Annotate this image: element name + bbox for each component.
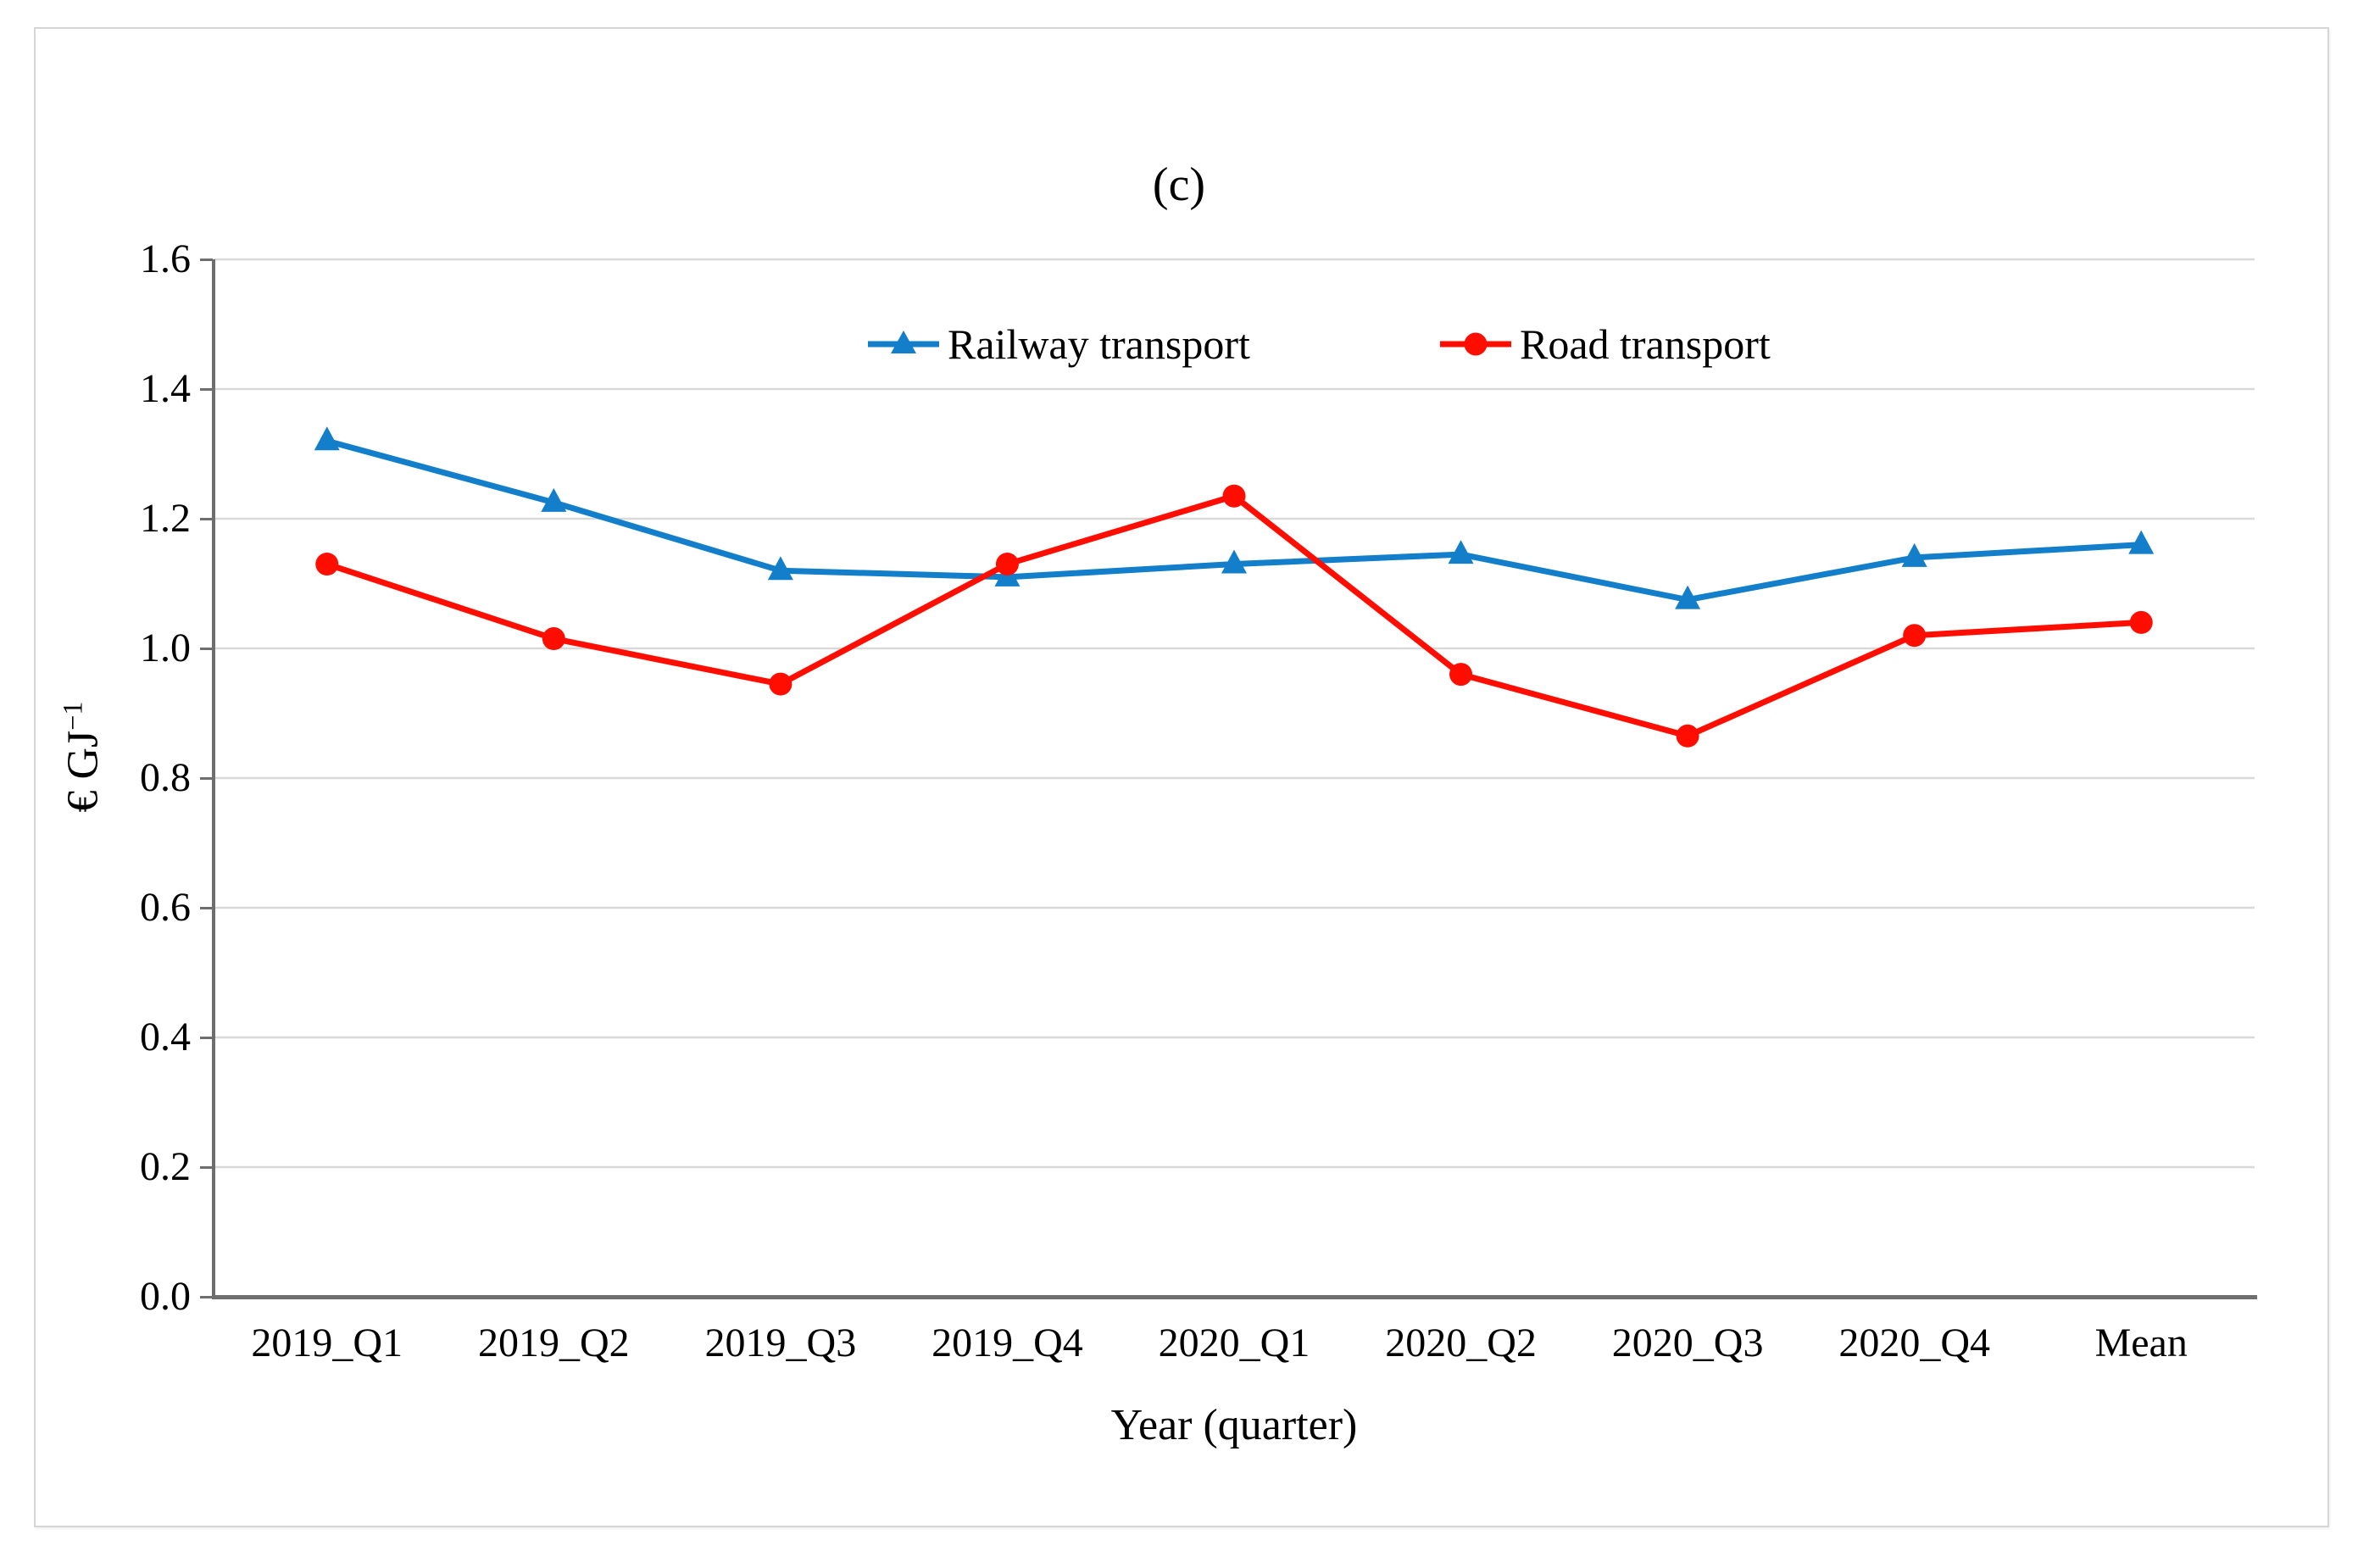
y-axis-line xyxy=(212,259,215,1299)
legend-item-road-transport: Road transport xyxy=(1438,320,1771,368)
y-tick-label: 1.2 xyxy=(140,496,191,541)
legend-label-road-transport: Road transport xyxy=(1520,320,1771,368)
railway-series-legend-icon xyxy=(868,331,939,353)
road-transport-data-point-marker xyxy=(2129,610,2153,634)
triangle-marker-icon xyxy=(891,331,916,353)
x-tick-label: 2019_Q1 xyxy=(251,1321,403,1365)
y-tick-label: 1.0 xyxy=(140,626,191,670)
y-tick-mark xyxy=(200,517,213,520)
railway-transport-data-point-marker xyxy=(1448,540,1474,564)
figure-border xyxy=(34,27,2329,1527)
plot-area xyxy=(214,258,2255,1169)
x-tick-label: 2019_Q4 xyxy=(932,1321,1083,1365)
y-tick-mark xyxy=(200,1295,213,1298)
y-tick-mark xyxy=(200,1165,213,1169)
x-tick-label: 2019_Q3 xyxy=(704,1321,857,1365)
y-tick-mark xyxy=(200,1036,213,1039)
x-tick-label: 2020_Q4 xyxy=(1838,1321,1990,1365)
x-tick-label: 2020_Q1 xyxy=(1158,1321,1310,1365)
y-tick-label: 0.0 xyxy=(140,1274,191,1319)
railway-transport-data-point-marker xyxy=(314,426,340,451)
y-tick-label: 0.8 xyxy=(140,755,191,800)
railway-transport-line xyxy=(324,437,2144,603)
railway-transport-data-point-marker xyxy=(767,556,793,581)
y-tick-label: 0.4 xyxy=(140,1015,191,1059)
chart-title: (c) xyxy=(1152,158,1206,211)
x-axis-title: Year (quarter) xyxy=(1110,1401,1358,1449)
y-tick-label: 0.2 xyxy=(140,1144,191,1189)
road-transport-data-point-marker xyxy=(995,553,1019,576)
railway-transport-data-point-marker xyxy=(1901,542,1927,567)
road-transport-data-point-marker xyxy=(1903,624,1927,648)
railway-transport-data-point-marker xyxy=(2128,530,2155,554)
legend-item-railway-transport: Railway transport xyxy=(866,320,1250,368)
y-tick-mark xyxy=(200,258,213,261)
y-tick-mark xyxy=(200,776,213,780)
y-axis-title-superscript: −1 xyxy=(57,701,88,731)
railway-transport-data-point-marker xyxy=(541,487,567,512)
road-transport-data-point-marker xyxy=(1676,724,1699,748)
y-tick-label: 0.6 xyxy=(140,885,191,930)
x-axis-line xyxy=(212,1295,2257,1299)
legend-label-railway-transport: Railway transport xyxy=(948,320,1250,368)
y-axis-title-base: € GJ xyxy=(58,730,108,813)
road-transport-data-point-marker xyxy=(1222,484,1246,508)
road-transport-data-point-marker xyxy=(1449,663,1473,687)
y-axis-title: € GJ−1 xyxy=(46,701,109,812)
railway-transport-data-point-marker xyxy=(1221,549,1247,574)
y-tick-mark xyxy=(200,647,213,650)
road-transport-data-point-marker xyxy=(315,553,339,576)
x-tick-label: Mean xyxy=(2094,1321,2188,1365)
railway-transport-data-point-marker xyxy=(1675,585,1701,609)
x-tick-label: 2019_Q2 xyxy=(477,1321,630,1365)
road-transport-line xyxy=(324,492,2144,739)
y-tick-mark xyxy=(200,387,213,391)
y-tick-label: 1.4 xyxy=(140,366,191,411)
circle-marker-icon xyxy=(1464,332,1488,356)
x-tick-label: 2020_Q3 xyxy=(1611,1321,1764,1365)
x-tick-label: 2020_Q2 xyxy=(1385,1321,1537,1365)
y-tick-mark xyxy=(200,906,213,909)
y-tick-label: 1.6 xyxy=(140,236,191,281)
road-series-legend-icon xyxy=(1440,332,1511,356)
road-transport-data-point-marker xyxy=(542,627,565,651)
road-transport-data-point-marker xyxy=(769,672,792,696)
